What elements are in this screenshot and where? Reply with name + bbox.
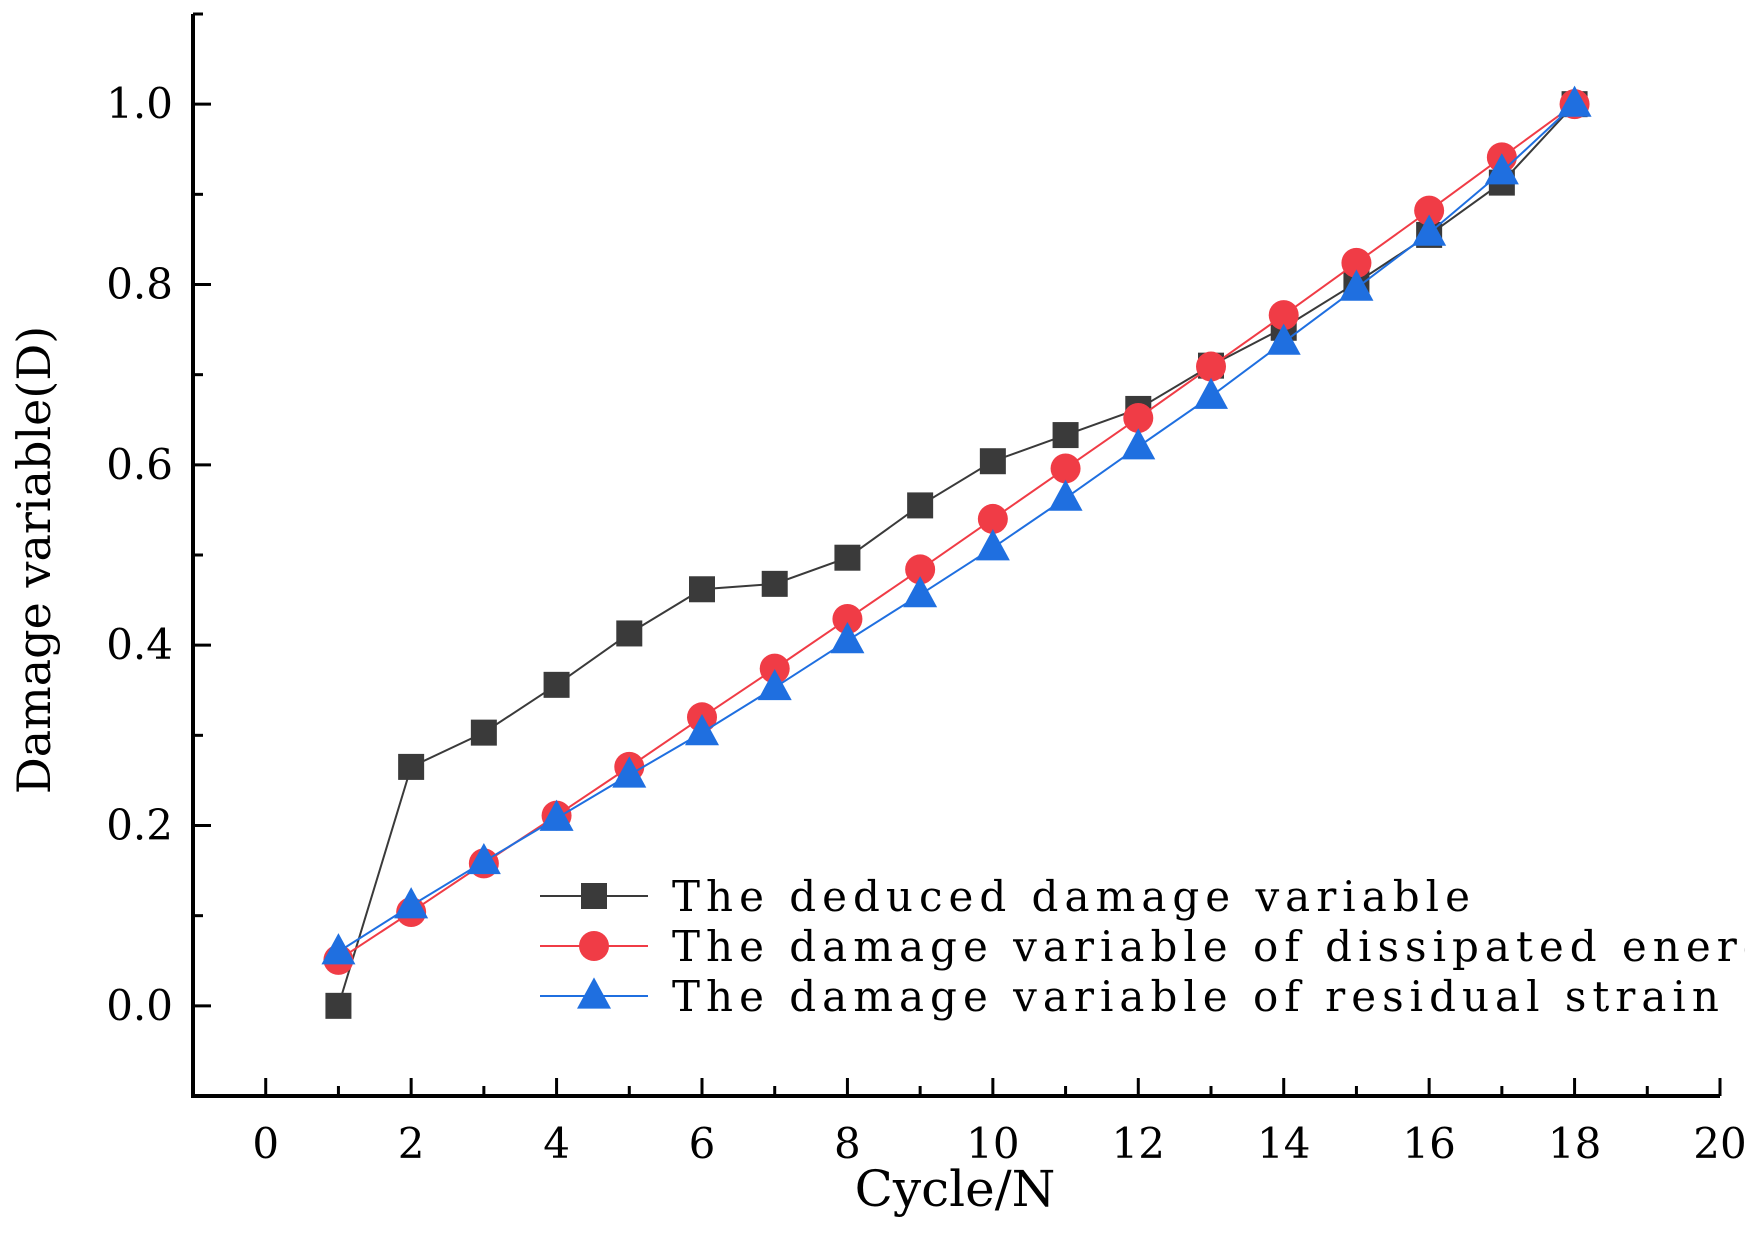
data-point-triangle xyxy=(1412,214,1447,246)
x-tick-label: 0 xyxy=(252,1119,279,1168)
x-tick-label: 6 xyxy=(689,1119,716,1168)
data-point-triangle xyxy=(321,933,356,965)
data-point-square xyxy=(689,576,715,603)
x-tick-label: 12 xyxy=(1112,1119,1165,1168)
data-point-square xyxy=(325,992,352,1019)
series-line xyxy=(337,103,1576,961)
data-point-triangle xyxy=(612,756,647,788)
x-tick-label: 2 xyxy=(398,1119,425,1168)
y-axis-title: Damage variable(D) xyxy=(7,326,61,794)
x-tick-label: 10 xyxy=(966,1119,1019,1168)
x-tick-label: 4 xyxy=(543,1119,570,1168)
data-point-circle xyxy=(1050,453,1081,484)
data-point-circle xyxy=(1196,351,1226,382)
legend-marker-circle xyxy=(579,931,609,961)
legend-marker-square xyxy=(581,883,607,909)
x-tick-label: 14 xyxy=(1257,1119,1310,1168)
data-point-circle xyxy=(905,554,936,585)
y-tick-label: 0.6 xyxy=(106,440,173,489)
data-point-square xyxy=(543,671,570,698)
series-group xyxy=(321,85,1592,1019)
series-triangle xyxy=(321,85,1592,965)
axes: 0 2 4 6 8 10 12 14 16 18 20 0.0 0.2 0.4 0.6 0.8 1.0 xyxy=(106,12,1745,1168)
series-circle xyxy=(323,89,1590,975)
data-point-square xyxy=(979,448,1006,475)
data-point-square xyxy=(834,544,861,571)
legend-label: The deduced damage variable xyxy=(672,872,1476,921)
data-point-square xyxy=(907,492,934,519)
data-point-triangle xyxy=(903,576,938,608)
data-point-triangle xyxy=(1266,323,1301,355)
data-point-triangle xyxy=(466,842,501,875)
data-point-triangle xyxy=(1557,85,1592,117)
legend-label: The damage variable of residual strain xyxy=(672,972,1725,1021)
data-point-triangle xyxy=(1048,479,1083,511)
data-point-triangle xyxy=(975,529,1010,561)
series-line xyxy=(337,103,1576,953)
data-point-square xyxy=(470,719,497,746)
data-point-triangle xyxy=(1484,153,1519,185)
y-tick-label: 0.0 xyxy=(106,981,173,1030)
data-point-circle xyxy=(1268,300,1299,331)
data-point-square xyxy=(398,753,425,780)
data-point-square xyxy=(1052,422,1079,449)
x-tick-label: 18 xyxy=(1548,1119,1601,1168)
data-point-triangle xyxy=(1339,269,1374,301)
data-point-square xyxy=(616,620,643,647)
data-point-square xyxy=(761,570,788,597)
y-tick-label: 0.4 xyxy=(106,620,173,669)
data-point-circle xyxy=(1341,247,1372,278)
data-point-triangle xyxy=(1194,377,1228,409)
data-point-triangle xyxy=(685,714,719,746)
data-point-circle xyxy=(759,653,790,684)
data-point-circle xyxy=(977,503,1008,534)
y-tick-label: 0.8 xyxy=(106,260,173,309)
legend-label: The damage variable of dissipated energy xyxy=(672,922,1745,971)
data-point-triangle xyxy=(539,799,574,831)
x-tick-label: 8 xyxy=(834,1119,861,1168)
y-tick-label: 1.0 xyxy=(106,79,173,128)
legend-marker-triangle xyxy=(577,977,611,1009)
data-point-circle xyxy=(1123,402,1154,433)
data-point-circle xyxy=(832,604,863,635)
data-point-triangle xyxy=(830,622,865,654)
data-point-circle xyxy=(1414,195,1445,226)
data-point-triangle xyxy=(394,887,429,919)
y-tick-label: 0.2 xyxy=(106,801,173,850)
x-tick-label: 20 xyxy=(1693,1119,1745,1168)
data-point-triangle xyxy=(1121,428,1156,460)
x-axis-title: Cycle/N xyxy=(855,1160,1056,1218)
x-tick-label: 16 xyxy=(1402,1119,1455,1168)
data-point-triangle xyxy=(757,668,792,701)
